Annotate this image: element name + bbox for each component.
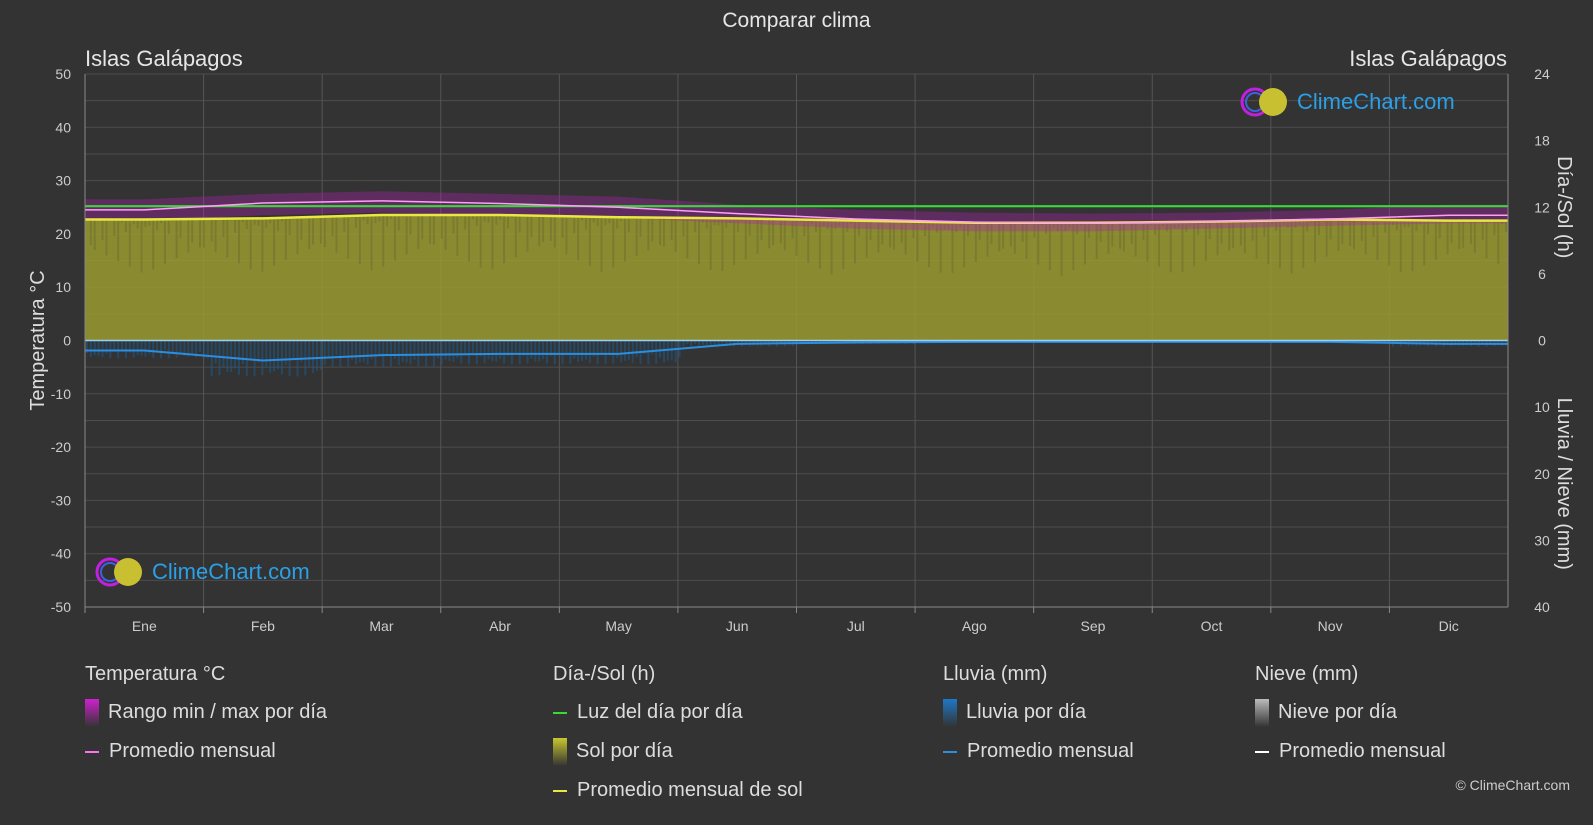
legend-label: Nieve por día (1278, 701, 1397, 723)
y-right-rain-label: Lluvia / Nieve (mm) (1553, 398, 1575, 570)
legend-item: Rango min / max por día (85, 699, 327, 740)
y-right-sun-tick-label: 12 (1534, 199, 1550, 215)
location-right: Islas Galápagos (1349, 46, 1507, 71)
legend-item: Nieve por día (1255, 699, 1446, 740)
legend-group: Nieve (mm) Nieve por día Promedio mensual (1255, 663, 1446, 779)
legend-swatch (553, 738, 567, 766)
copyright: © ClimeChart.com (1455, 777, 1570, 793)
y-left-tick-label: 20 (55, 226, 71, 242)
y-left-tick-label: 40 (55, 119, 71, 135)
logo-icon (95, 557, 142, 587)
legend-item: Lluvia por día (943, 699, 1134, 740)
legend-label: Promedio mensual (1279, 740, 1446, 762)
legend-heading: Temperatura °C (85, 663, 226, 685)
x-tick-label: Jul (847, 618, 865, 634)
legend-group: Temperatura °C Rango min / max por día Pro… (85, 663, 327, 779)
legend-heading: Día-/Sol (h) (553, 663, 656, 685)
logo-icon (1240, 87, 1287, 117)
y-left-tick-label: -30 (51, 492, 71, 508)
legend-heading: Lluvia (mm) (943, 663, 1048, 685)
sunshine-area (85, 215, 1508, 341)
axes: 50 40 30 20 10 0 -10 -20 -30 -40 -50 24 18 12 6 0 10 20 30… (27, 66, 1575, 634)
x-tick-label: Ene (132, 618, 157, 634)
legend-item: Sol por día (553, 738, 803, 779)
legend-swatch (85, 699, 99, 727)
legend-group: Día-/Sol (h) Luz del día por día Sol por d… (553, 663, 803, 818)
rain-avg-line (85, 340, 1508, 362)
legend-item: Luz del día por día (553, 701, 803, 740)
legend-swatch (943, 699, 957, 727)
y-left-tick-label: 0 (63, 333, 71, 349)
legend-swatch (943, 751, 957, 753)
x-tick-label: May (605, 618, 631, 634)
y-right-sun-tick-label: 24 (1534, 66, 1550, 82)
y-left-tick-label: -10 (51, 386, 71, 402)
legend-swatch (553, 712, 567, 714)
logo-text: ClimeChart.com (152, 559, 310, 584)
legend-item: Promedio mensual (943, 740, 1134, 779)
y-right-rain-tick-label: 20 (1534, 466, 1550, 482)
y-left-tick-label: 30 (55, 173, 71, 189)
logo-top: ClimeChart.com (1239, 86, 1455, 118)
legend-swatch (553, 790, 567, 792)
y-left-tick-label: -40 (51, 546, 71, 562)
x-tick-label: Sep (1080, 618, 1105, 634)
temperature-avg-line (85, 200, 1508, 224)
x-tick-label: Jun (726, 618, 749, 634)
legend-swatch (1255, 699, 1269, 727)
x-tick-label: Abr (489, 618, 511, 634)
x-tick-label: Ago (962, 618, 987, 634)
legend-label: Promedio mensual (967, 740, 1134, 762)
chart-title: Comparar clima (722, 9, 871, 32)
y-left-tick-label: -50 (51, 599, 71, 615)
legend-label: Rango min / max por día (108, 701, 327, 723)
y-right-sun-tick-label: 6 (1538, 266, 1546, 282)
legend-item: Promedio mensual (85, 740, 327, 779)
y-right-rain-tick-label: 40 (1534, 599, 1550, 615)
x-tick-label: Dic (1439, 618, 1459, 634)
location-left: Islas Galápagos (85, 46, 243, 71)
legend-item: Promedio mensual de sol (553, 779, 803, 818)
y-right-sun-tick-label: 18 (1534, 133, 1550, 149)
x-tick-label: Feb (251, 618, 275, 634)
y-right-sun-label: Día-/Sol (h) (1553, 156, 1575, 258)
legend-heading: Nieve (mm) (1255, 663, 1359, 685)
legend-group: Lluvia (mm) Lluvia por día Promedio mensua… (943, 663, 1134, 779)
logo-bottom: ClimeChart.com (94, 556, 310, 588)
x-tick-label: Mar (369, 618, 393, 634)
y-right-rain-tick-label: 10 (1534, 399, 1550, 415)
series-lines (85, 200, 1508, 362)
y-right-rain-tick-label: 30 (1534, 532, 1550, 548)
y-right-sun-tick-label: 0 (1538, 333, 1546, 349)
y-left-tick-label: -20 (51, 439, 71, 455)
legend-label: Promedio mensual (109, 740, 276, 762)
y-left-label: Temperatura °C (27, 270, 49, 410)
x-tick-label: Oct (1201, 618, 1223, 634)
legend-label: Lluvia por día (966, 701, 1087, 723)
y-left-tick-label: 50 (55, 66, 71, 82)
sunshine-fill (85, 215, 1508, 341)
legend-swatch (85, 751, 99, 753)
y-left-tick-label: 10 (55, 279, 71, 295)
logo-text: ClimeChart.com (1297, 89, 1455, 114)
legend-label: Sol por día (576, 740, 673, 762)
x-tick-label: Nov (1318, 618, 1343, 634)
legend-swatch (1255, 751, 1269, 753)
legend-label: Luz del día por día (577, 701, 743, 723)
legend-item: Promedio mensual (1255, 740, 1446, 779)
legend-label: Promedio mensual de sol (577, 779, 803, 801)
